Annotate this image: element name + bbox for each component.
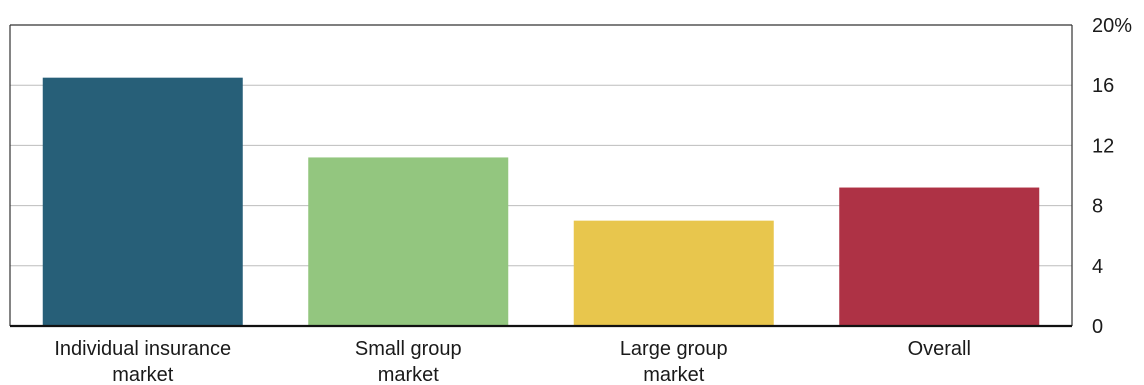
y-tick-label: 8 — [1092, 196, 1103, 218]
category-label: Small group — [355, 338, 462, 360]
y-tick-label: 20% — [1092, 15, 1132, 37]
category-label: market — [378, 364, 440, 385]
y-tick-label: 12 — [1092, 135, 1114, 157]
y-tick-labels: 0 4 8 12 16 20% — [1092, 15, 1132, 338]
bar — [839, 187, 1040, 326]
category-label: Overall — [908, 338, 971, 360]
bar — [308, 157, 509, 326]
bar — [42, 77, 243, 326]
category-label: market — [643, 364, 705, 385]
category-label: market — [112, 364, 174, 385]
y-tick-label: 16 — [1092, 75, 1114, 97]
y-tick-label: 0 — [1092, 316, 1103, 338]
y-tick-label: 4 — [1092, 256, 1103, 278]
category-labels: Individual insurance market Small group mar… — [54, 338, 971, 385]
bar — [573, 220, 774, 326]
category-label: Large group — [620, 338, 728, 360]
bars — [42, 77, 1040, 326]
category-label: Individual insurance — [54, 338, 231, 360]
axes — [9, 24, 1073, 328]
